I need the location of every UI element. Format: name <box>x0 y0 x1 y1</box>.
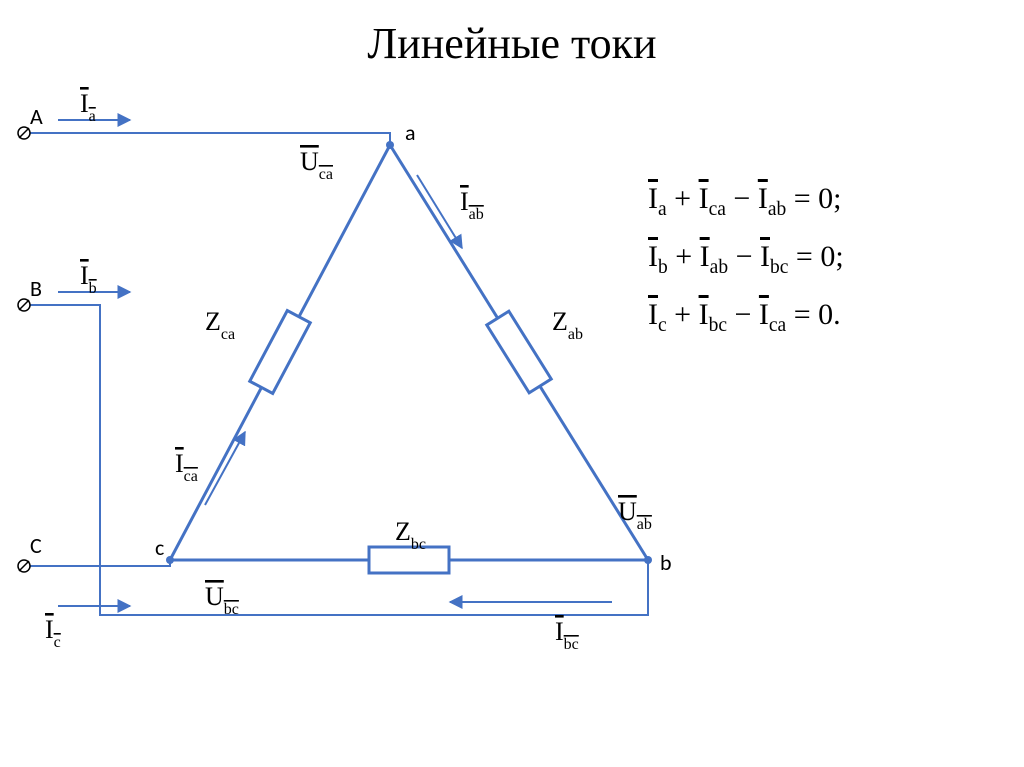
lbl-Ica: Ica <box>175 449 198 485</box>
wire-C-c <box>24 560 170 566</box>
svg-text:Ica: Ica <box>175 449 198 485</box>
lbl-Ic: Ic <box>45 615 61 651</box>
node-label-a: a <box>405 119 416 146</box>
equation-line: Ic + Ibc − Ica = 0. <box>648 286 844 344</box>
arrow-Ica <box>205 432 245 505</box>
node-label-b: b <box>660 549 672 576</box>
lbl-Iab: Iab <box>460 187 484 223</box>
impedance-ab <box>487 311 551 393</box>
lbl-Ibc: Ibc <box>555 617 579 653</box>
terminal-label-B: B <box>30 275 42 302</box>
svg-text:Ibc: Ibc <box>555 617 579 653</box>
impedance-label-ab: Zab <box>552 307 583 343</box>
wire-B-b <box>24 305 648 615</box>
lbl-Ubc: Ubc <box>205 582 239 618</box>
arrow-Iab <box>417 175 462 248</box>
equation-line: Ia + Ica − Iab = 0; <box>648 170 844 228</box>
equation-line: Ib + Iab − Ibc = 0; <box>648 228 844 286</box>
equations-block: Ia + Ica − Iab = 0;Ib + Iab − Ibc = 0;Ic… <box>648 170 844 344</box>
node-b <box>644 556 652 564</box>
terminal-label-C: C <box>30 532 42 559</box>
svg-text:Ic: Ic <box>45 615 61 651</box>
impedance-label-ca: Zca <box>205 307 235 343</box>
lbl-Uab: Uab <box>618 497 652 533</box>
terminal-label-A: A <box>30 103 43 130</box>
impedance-ca <box>250 311 311 394</box>
svg-text:Uab: Uab <box>618 497 652 533</box>
impedance-bc <box>369 547 449 573</box>
svg-text:Ubc: Ubc <box>205 582 239 618</box>
node-label-c: c <box>155 534 164 561</box>
svg-text:Uca: Uca <box>300 147 333 183</box>
wire-A-a <box>24 133 390 145</box>
node-c <box>166 556 174 564</box>
lbl-Uca: Uca <box>300 147 333 183</box>
circuit-diagram: ZabZbcZcaabcABCIaIbIcIabIcaIbcUcaUabUbc <box>0 0 1024 767</box>
svg-text:Iab: Iab <box>460 187 484 223</box>
node-a <box>386 141 394 149</box>
page-title: Линейные токи <box>0 18 1024 69</box>
